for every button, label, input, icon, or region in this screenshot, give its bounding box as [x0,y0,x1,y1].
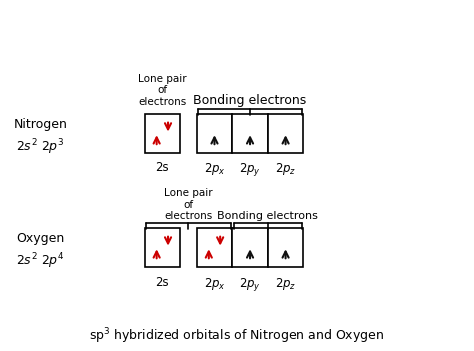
Text: $2s^2\ 2p^3$: $2s^2\ 2p^3$ [16,138,64,157]
Bar [145,114,180,153]
Text: $2p_x$: $2p_x$ [203,161,226,178]
Text: $2s^2\ 2p^4$: $2s^2\ 2p^4$ [16,252,64,271]
Text: $2p_z$: $2p_z$ [275,276,296,292]
Text: 2s: 2s [155,161,169,174]
Text: Nitrogen: Nitrogen [13,118,67,131]
Text: Oxygen: Oxygen [16,232,64,245]
Text: $2p_y$: $2p_y$ [239,161,261,178]
Text: $2p_y$: $2p_y$ [239,276,261,292]
Bar [268,114,303,153]
Text: $2p_x$: $2p_x$ [203,276,226,292]
Bar [232,228,268,267]
Text: Lone pair
of
electrons: Lone pair of electrons [164,188,213,221]
Text: Bonding electrons: Bonding electrons [193,94,307,107]
Bar [232,114,268,153]
Bar [145,228,180,267]
Text: $2p_z$: $2p_z$ [275,161,296,178]
Bar [197,228,232,267]
Text: Lone pair
of
electrons: Lone pair of electrons [138,74,187,107]
Text: sp$^3$ hybridized orbitals of Nitrogen and Oxygen: sp$^3$ hybridized orbitals of Nitrogen a… [90,326,384,346]
Bar [268,228,303,267]
Text: Bonding electrons: Bonding electrons [218,211,318,221]
Text: 2s: 2s [155,276,169,289]
Bar [197,114,232,153]
